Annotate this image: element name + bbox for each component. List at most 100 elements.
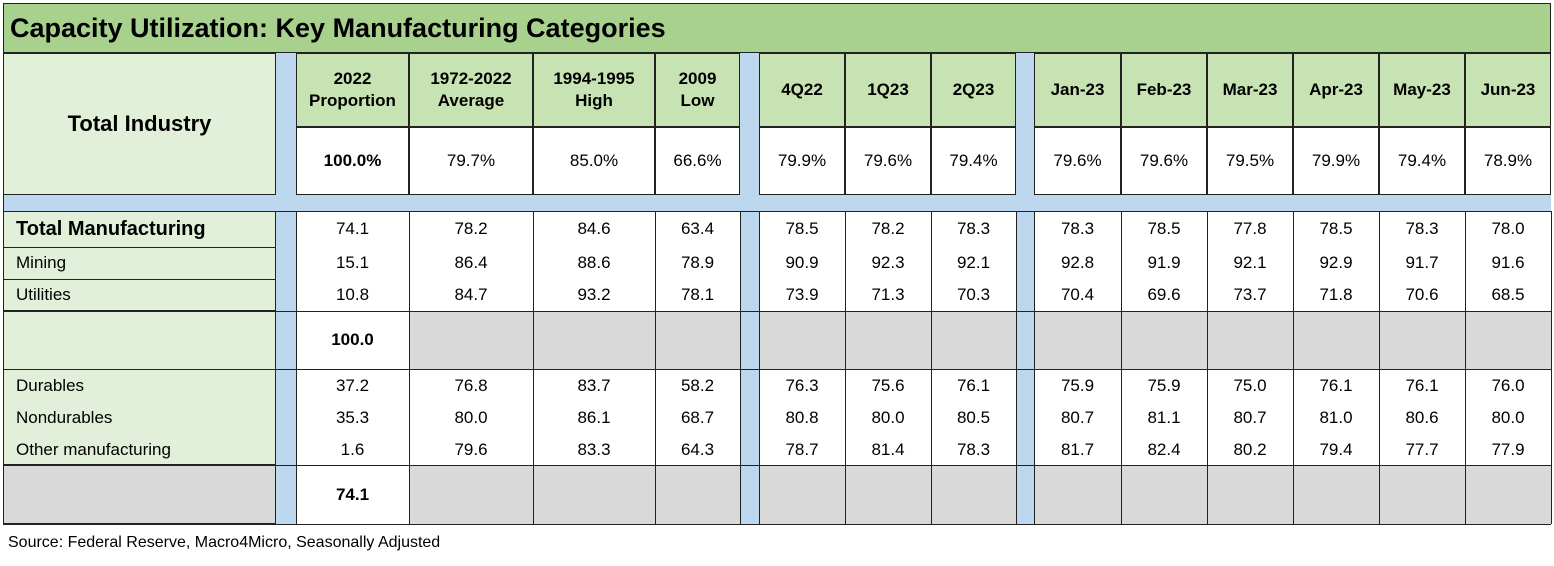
grid-vline bbox=[1016, 211, 1017, 524]
data-cell: 75.9 bbox=[1060, 375, 1095, 395]
grid-vline bbox=[3, 53, 4, 524]
data-cell: 93.2 bbox=[577, 285, 611, 304]
column-header: 4Q22 bbox=[759, 53, 845, 127]
column-header: Mar-23 bbox=[1207, 53, 1293, 127]
data-cell: 71.3 bbox=[871, 285, 905, 304]
column-header-line1: 2009 bbox=[678, 69, 717, 88]
data-cell: 79.4 bbox=[1319, 439, 1353, 459]
group2-total-filler-b bbox=[759, 465, 1016, 524]
data-cell: 92.9 bbox=[1319, 253, 1353, 272]
column-header: May-23 bbox=[1379, 53, 1465, 127]
column-header: Jun-23 bbox=[1465, 53, 1551, 127]
data-cell: 75.6 bbox=[871, 375, 905, 395]
data-cell: 10.8 bbox=[335, 285, 370, 304]
column-header: 2Q23 bbox=[931, 53, 1016, 127]
data-cell: 70.4 bbox=[1060, 285, 1095, 304]
data-cell: 78.3 bbox=[956, 219, 991, 238]
data-cell: 77.9 bbox=[1491, 439, 1525, 459]
data-cell: 76.0 bbox=[1491, 375, 1525, 395]
data-cell: 70.6 bbox=[1405, 285, 1439, 304]
data-cell: 78.9 bbox=[680, 253, 715, 272]
total-industry-value: 79.5% bbox=[1207, 127, 1293, 195]
data-cell: 35.3 bbox=[335, 408, 370, 427]
column-header-line1: Jun-23 bbox=[1480, 80, 1536, 99]
header-divider bbox=[3, 195, 1551, 211]
total-industry-label: Total Industry bbox=[67, 111, 212, 136]
total-industry-value: 85.0% bbox=[533, 127, 655, 195]
grid-hline bbox=[3, 311, 1551, 312]
data-cell: 73.7 bbox=[1233, 285, 1267, 304]
grid-vline bbox=[740, 211, 741, 524]
data-cell: 78.3 bbox=[956, 439, 991, 459]
total-industry-value: 79.9% bbox=[1293, 127, 1379, 195]
data-cell: 80.0 bbox=[871, 408, 905, 427]
column-header: Feb-23 bbox=[1121, 53, 1207, 127]
total-industry-value: 79.4% bbox=[931, 127, 1016, 195]
group1-total-filler-c bbox=[1034, 311, 1551, 369]
data-cell: 78.3 bbox=[1405, 219, 1439, 238]
data-cell: 80.0 bbox=[1491, 408, 1525, 427]
grid-hline bbox=[3, 524, 1551, 525]
total-industry-value: 79.7% bbox=[409, 127, 533, 195]
data-cell: 74.1 bbox=[335, 219, 370, 238]
grid-hline bbox=[3, 211, 1551, 212]
column-header-line1: 1Q23 bbox=[867, 80, 909, 99]
data-cell: 78.2 bbox=[871, 219, 905, 238]
data-cell: 78.5 bbox=[785, 219, 819, 238]
total-industry-value: 79.9% bbox=[759, 127, 845, 195]
data-cell: 76.3 bbox=[785, 375, 819, 395]
data-cell: 71.8 bbox=[1319, 285, 1353, 304]
page-title: Capacity Utilization: Key Manufacturing … bbox=[3, 3, 1551, 53]
data-cell: 80.8 bbox=[785, 408, 819, 427]
data-cell: 83.7 bbox=[577, 375, 611, 395]
data-cell: 83.3 bbox=[577, 439, 611, 459]
data-cell: 78.2 bbox=[454, 219, 488, 238]
data-cell: 80.6 bbox=[1405, 408, 1439, 427]
grid-vline bbox=[1465, 211, 1466, 524]
total-industry-label-cell bbox=[3, 53, 276, 195]
data-cell: 78.7 bbox=[785, 439, 819, 459]
grid-vline bbox=[845, 211, 846, 524]
total-industry-value: 79.6% bbox=[1034, 127, 1121, 195]
row-label: Mining bbox=[16, 253, 67, 272]
grid-vline bbox=[759, 211, 760, 524]
data-cell: 64.3 bbox=[680, 439, 715, 459]
data-cell: 84.7 bbox=[454, 285, 488, 304]
column-header-line1: 4Q22 bbox=[781, 80, 823, 99]
group2-total-label-filler bbox=[3, 465, 276, 524]
column-divider-2 bbox=[740, 53, 759, 524]
total-industry-value: 79.6% bbox=[845, 127, 931, 195]
grid-vline bbox=[533, 211, 534, 524]
column-header-line1: 1994-1995 bbox=[553, 69, 635, 88]
data-cell: 70.3 bbox=[956, 285, 991, 304]
data-cell: 81.0 bbox=[1319, 408, 1353, 427]
data-cell: 15.1 bbox=[335, 253, 370, 272]
data-cell: 78.5 bbox=[1147, 219, 1181, 238]
data-cell: 78.5 bbox=[1319, 219, 1353, 238]
column-header-line1: 2Q23 bbox=[952, 80, 995, 99]
grid-vline bbox=[1121, 211, 1122, 524]
data-cell: 90.9 bbox=[785, 253, 819, 272]
column-header-line1: Apr-23 bbox=[1309, 80, 1363, 99]
grid-hline bbox=[3, 279, 276, 280]
group1-total-value: 100.0 bbox=[331, 330, 374, 349]
grid-hline bbox=[3, 247, 276, 248]
data-cell: 82.4 bbox=[1147, 439, 1181, 459]
grid-vline bbox=[1551, 211, 1552, 524]
column-header: 1Q23 bbox=[845, 53, 931, 127]
column-header: 1972-2022 Average bbox=[409, 53, 533, 127]
data-cell: 88.6 bbox=[577, 253, 611, 272]
data-cell: 76.1 bbox=[1405, 375, 1439, 395]
data-cell: 80.0 bbox=[454, 408, 488, 427]
grid-vline bbox=[409, 211, 410, 524]
data-cell: 91.7 bbox=[1405, 253, 1439, 272]
column-header-line2: Low bbox=[680, 91, 715, 110]
column-header-line1: 2022 bbox=[333, 69, 372, 88]
grid-vline bbox=[931, 211, 932, 524]
grid-hline bbox=[3, 369, 1551, 370]
data-cell: 86.1 bbox=[577, 408, 611, 427]
data-cell: 80.7 bbox=[1060, 408, 1095, 427]
data-cell: 78.0 bbox=[1491, 219, 1525, 238]
data-cell: 77.7 bbox=[1405, 439, 1439, 459]
grid-vline bbox=[1034, 211, 1035, 524]
